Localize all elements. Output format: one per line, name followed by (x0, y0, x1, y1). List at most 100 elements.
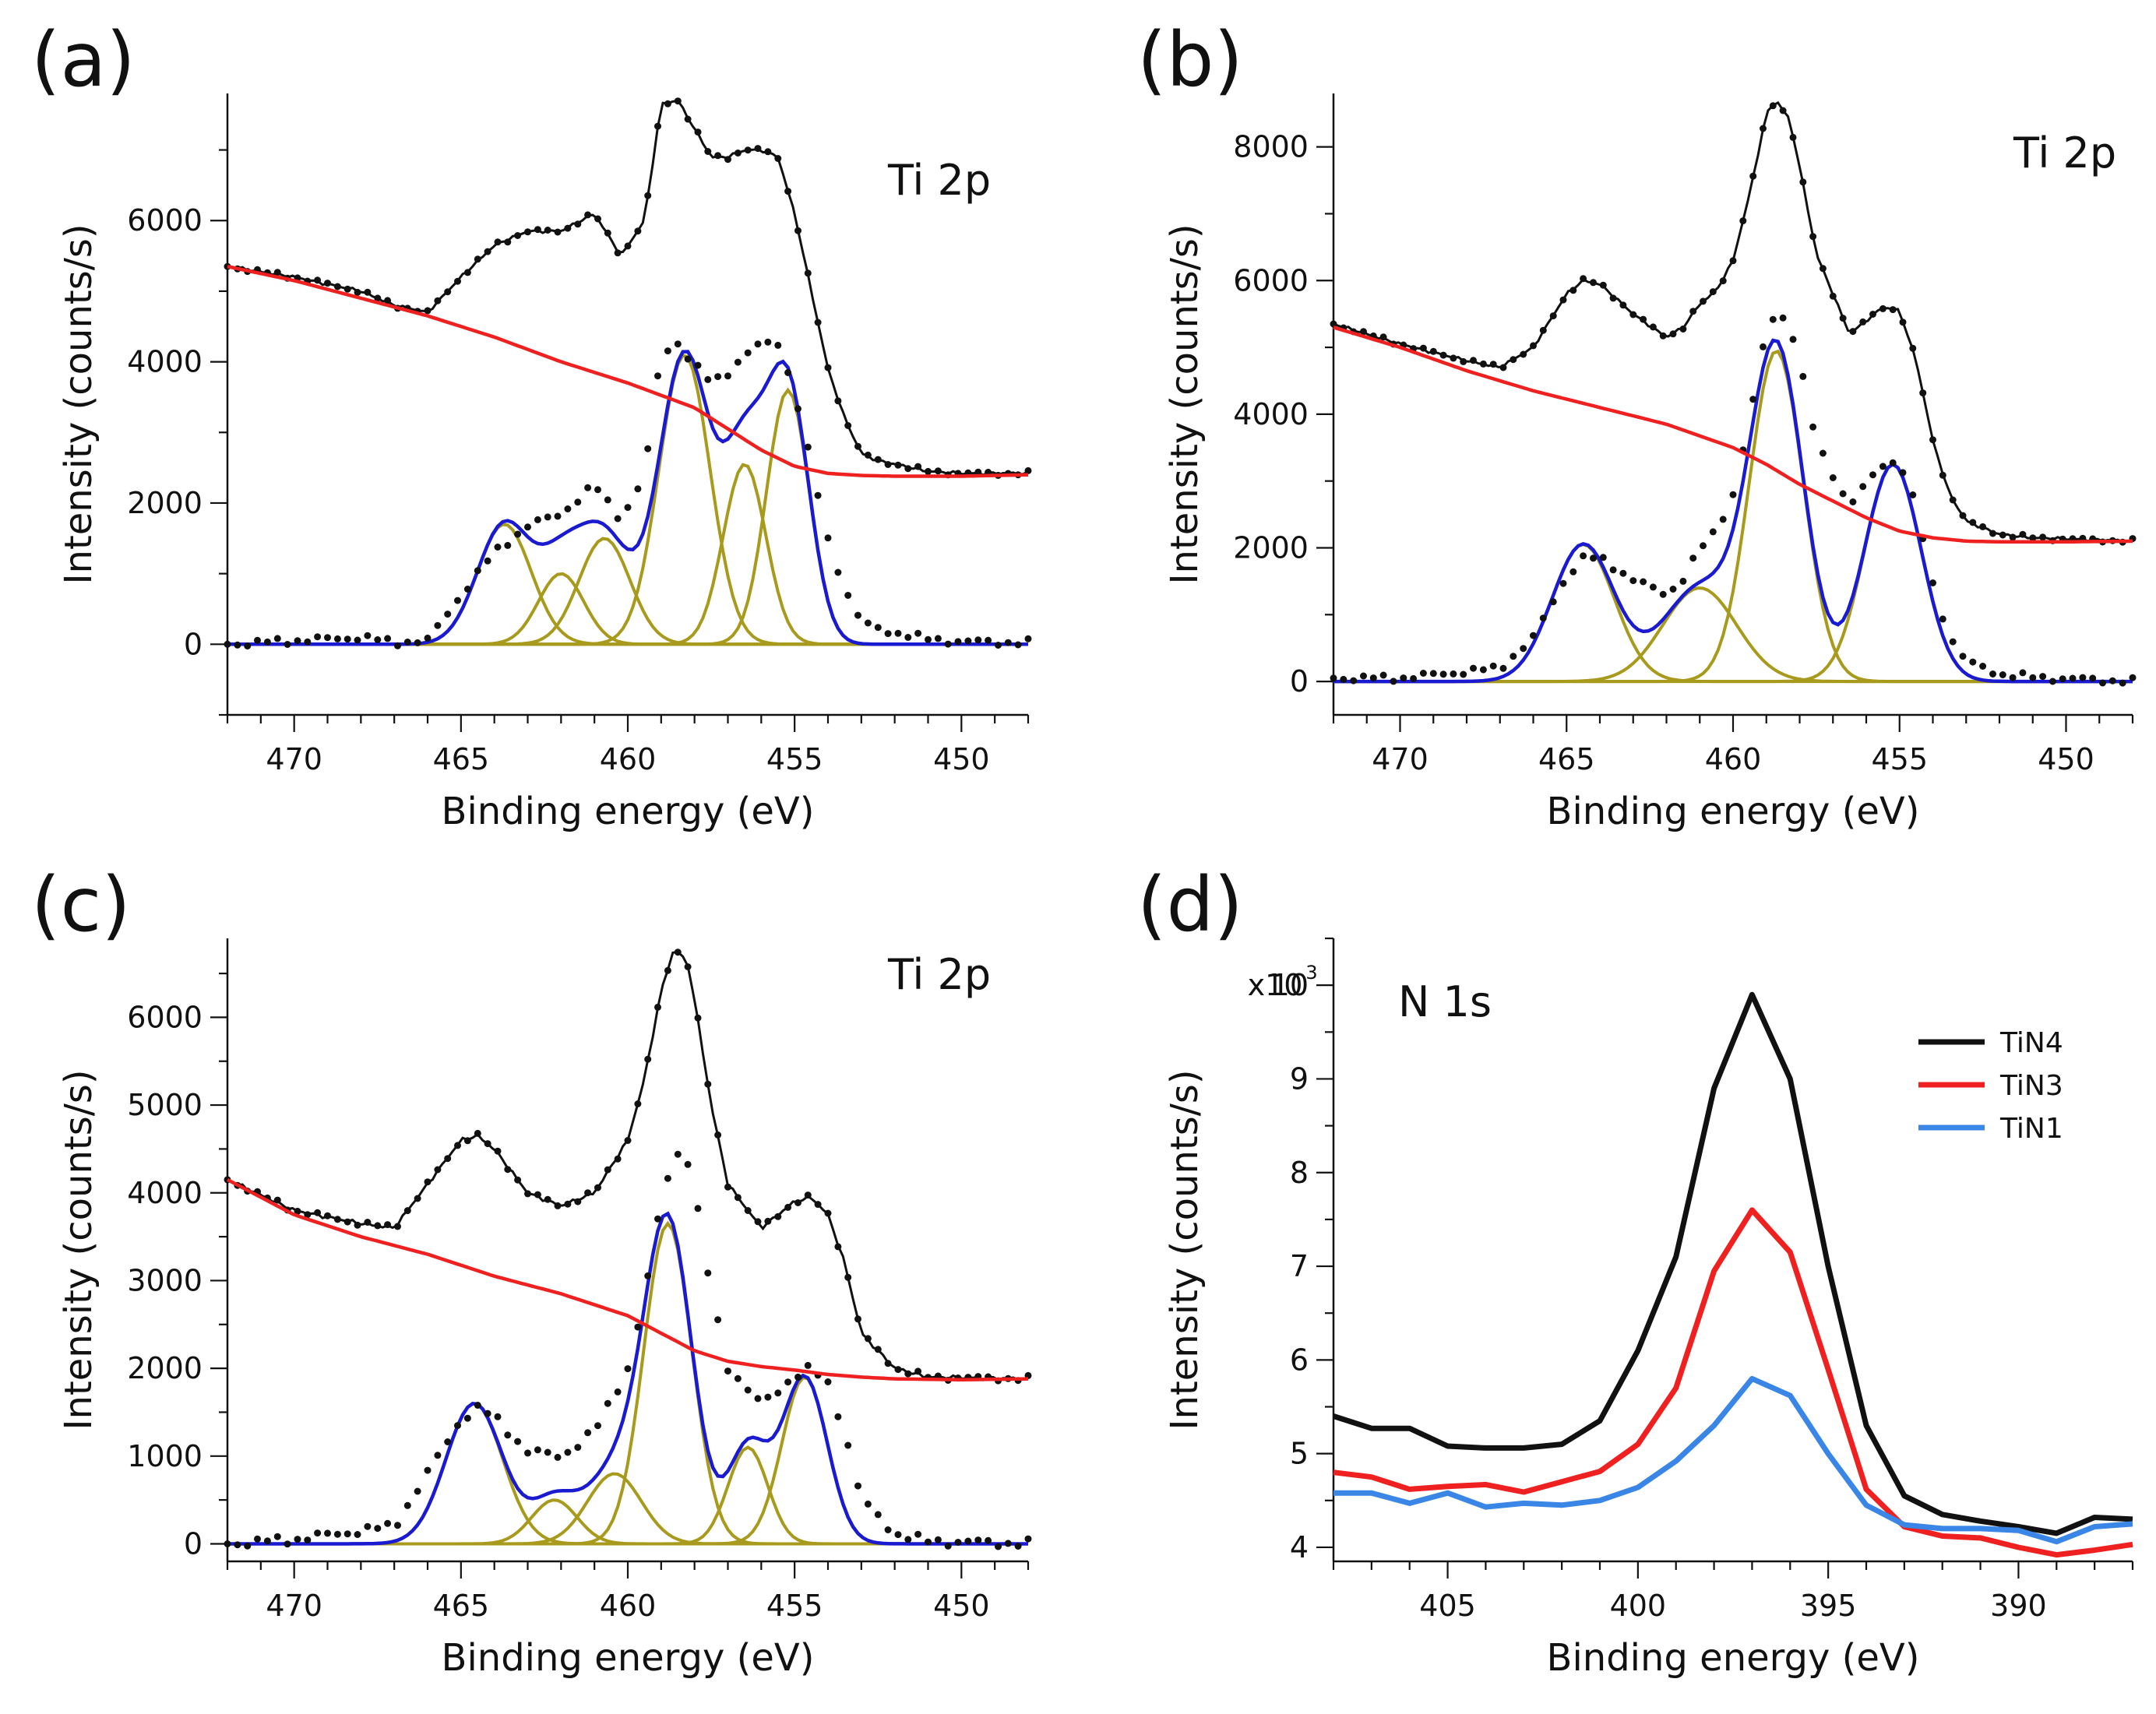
subtracted-data-point (1839, 490, 1847, 498)
subtracted-data-point (273, 1533, 281, 1540)
legend-label: TiN4 (1999, 1027, 2063, 1059)
raw-data-point (1499, 364, 1507, 371)
subtracted-data-point (664, 347, 671, 355)
raw-data-point (324, 1212, 331, 1220)
subtracted-data-point (2029, 674, 2037, 681)
raw-data-point (304, 1211, 312, 1219)
subtracted-data-point (1649, 583, 1657, 591)
subtracted-data-point (2089, 674, 2097, 682)
subtracted-data-point (995, 1543, 1002, 1550)
raw-data-point (1510, 356, 1517, 364)
raw-data-point (544, 227, 551, 234)
raw-data-point (394, 1223, 401, 1230)
raw-data-point (1859, 318, 1867, 326)
x-tick-label: 470 (266, 742, 322, 776)
subtracted-data-point (224, 640, 231, 648)
raw-data-point (1829, 292, 1837, 300)
x-axis-title: Binding energy (eV) (442, 790, 815, 833)
subtracted-data-point (1400, 674, 1407, 682)
y-axis-title: Intensity (counts/s) (57, 1069, 100, 1430)
raw-data-point (1869, 311, 1876, 318)
raw-data-point (714, 152, 722, 160)
raw-data-point (904, 1370, 912, 1378)
subtracted-data-point (1629, 577, 1637, 585)
subtracted-data-point (1619, 569, 1627, 577)
subtracted-data-point (463, 586, 471, 593)
subtracted-data-point (414, 639, 421, 646)
raw-data-point (544, 1195, 551, 1203)
subtracted-data-point (794, 405, 801, 413)
y-tick-label: 7 (1290, 1249, 1309, 1283)
fit-component-1 (227, 523, 1028, 646)
subtracted-data-point (424, 634, 432, 642)
y-tick-label: 6000 (127, 203, 203, 238)
subtracted-data-point (403, 639, 411, 646)
subtracted-data-point (1580, 552, 1587, 560)
subtracted-data-point (494, 1413, 502, 1420)
raw-data-point (314, 1209, 322, 1216)
subtracted-data-point (684, 355, 692, 363)
panel-letter: (d) (1137, 861, 1243, 949)
raw-data-point (1799, 178, 1807, 186)
raw-data-point (884, 461, 892, 468)
subtracted-data-point (574, 1444, 582, 1452)
subtracted-data-point (1569, 568, 1577, 575)
raw-data-point (504, 1166, 512, 1174)
raw-data-point (333, 283, 341, 290)
raw-data-point (324, 280, 331, 287)
raw-data-point (524, 228, 531, 236)
legend-label: TiN1 (1999, 1113, 2063, 1145)
subtracted-data-point (1024, 635, 1032, 642)
subtracted-data-point (294, 637, 301, 645)
raw-data-point (854, 442, 861, 450)
subtracted-data-point (1590, 554, 1597, 562)
raw-data-point (424, 1178, 432, 1186)
subtracted-data-point (343, 635, 351, 643)
raw-data-point (1749, 172, 1757, 180)
subtracted-data-point (1549, 598, 1557, 606)
raw-data-point (614, 1155, 622, 1163)
y-tick-label: 3000 (127, 1263, 203, 1297)
subtracted-data-point (374, 636, 382, 643)
raw-data-point (1609, 294, 1617, 302)
subtracted-data-point (934, 1536, 942, 1543)
subtracted-data-point (1969, 658, 1977, 666)
subtracted-data-point (634, 1323, 642, 1331)
subtracted-data-point (2119, 679, 2126, 687)
subtracted-data-point (1849, 498, 1857, 505)
subtracted-data-point (925, 1538, 932, 1546)
subtracted-data-point (1909, 491, 1917, 498)
raw-data-point (484, 1140, 491, 1148)
raw-data-point (1549, 312, 1557, 320)
subtracted-data-point (403, 1501, 411, 1509)
raw-data-point (1989, 530, 1996, 537)
raw-data-point (294, 1207, 301, 1215)
subtracted-data-point (1949, 638, 1957, 646)
panel-annotation: Ti 2p (2013, 128, 2116, 178)
subtracted-data-point (504, 1431, 512, 1439)
raw-data-point (574, 1198, 582, 1205)
raw-data-point (784, 1203, 792, 1211)
raw-data-point (684, 115, 692, 123)
subtracted-data-point (1719, 516, 1727, 523)
subtracted-data-point (754, 340, 762, 348)
y-tick-label: 4000 (1233, 397, 1309, 431)
subtracted-data-point (654, 1215, 661, 1223)
fit-component-3 (1333, 349, 2133, 684)
subtracted-data-point (224, 1540, 231, 1547)
subtracted-data-point (1559, 579, 1567, 587)
subtracted-data-point (1390, 678, 1397, 685)
subtracted-data-point (1360, 672, 1367, 680)
raw-data-point (844, 1273, 852, 1281)
y-tick-label: 8 (1290, 1156, 1309, 1190)
subtracted-data-point (944, 640, 952, 648)
raw-data-point (364, 1219, 372, 1226)
y-axis-title: Intensity (counts/s) (57, 223, 100, 584)
subtracted-data-point (754, 1395, 762, 1403)
fit-envelope (227, 1211, 1028, 1546)
raw-data-point (1879, 304, 1886, 312)
y-tick-label: 2000 (127, 1351, 203, 1385)
raw-data-point (474, 255, 481, 263)
raw-data-point (384, 1221, 392, 1229)
x-tick-label: 460 (600, 742, 657, 776)
